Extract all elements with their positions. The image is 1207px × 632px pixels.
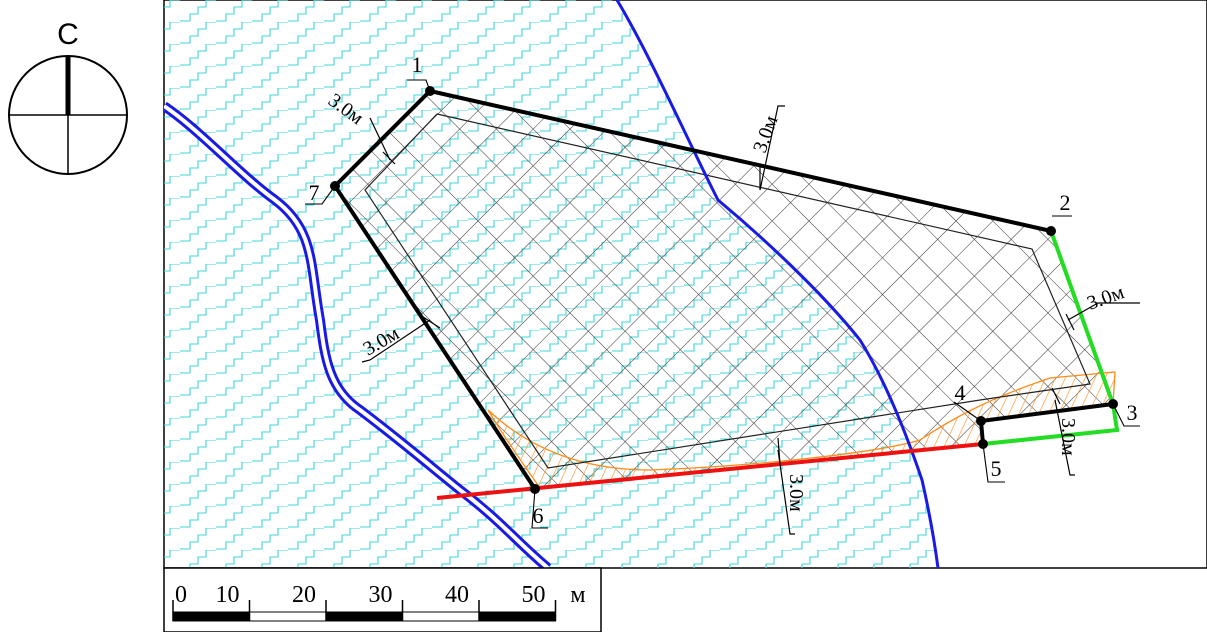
vertex-label-6: 6 — [533, 503, 544, 528]
setback-label-southeast: 3.0м — [1057, 418, 1079, 456]
vertex-marker-3 — [1108, 399, 1118, 409]
scale-segment — [172, 611, 250, 622]
point-leaders — [305, 79, 1140, 529]
scale-tick-label: 50 — [522, 582, 546, 608]
parcel-fill — [335, 91, 1113, 489]
vertex-marker-5 — [978, 439, 988, 449]
vertex-label-3: 3 — [1127, 400, 1138, 425]
vertex-marker-7 — [330, 181, 340, 191]
vertex-labels: 1 2 3 4 5 6 7 — [309, 52, 1138, 528]
scale-bar: 0 10 20 30 40 50 м — [163, 567, 602, 632]
setback-dimensions — [361, 105, 1140, 535]
scale-tick-label: 30 — [369, 582, 393, 608]
north-letter: С — [57, 18, 79, 51]
vertex-marker-2 — [1046, 226, 1056, 236]
vertex-label-7: 7 — [309, 180, 320, 205]
setback-line — [364, 113, 1091, 469]
vertex-markers — [330, 86, 1118, 494]
scale-segment — [478, 611, 556, 622]
north-arrow-icon — [8, 55, 128, 175]
scale-tick-label: 40 — [445, 582, 469, 608]
vertex-label-2: 2 — [1060, 190, 1071, 215]
scale-segment — [249, 611, 327, 622]
scale-segment — [402, 611, 480, 622]
north-arrow: С — [8, 18, 128, 175]
scale-tick-label: 10 — [216, 582, 240, 608]
scale-segment — [325, 611, 403, 622]
scale-tick-label: 20 — [292, 582, 316, 608]
vertex-label-4: 4 — [955, 380, 966, 405]
vertex-marker-1 — [425, 86, 435, 96]
vertex-label-5: 5 — [991, 456, 1002, 481]
scale-tick-label: 0 — [175, 582, 187, 608]
setback-label-south: 3.0м — [785, 474, 807, 512]
vertex-marker-4 — [976, 416, 986, 426]
stream — [615, 0, 940, 568]
vertex-label-1: 1 — [412, 52, 423, 77]
scale-unit: м — [570, 582, 585, 608]
vertex-marker-6 — [530, 484, 540, 494]
